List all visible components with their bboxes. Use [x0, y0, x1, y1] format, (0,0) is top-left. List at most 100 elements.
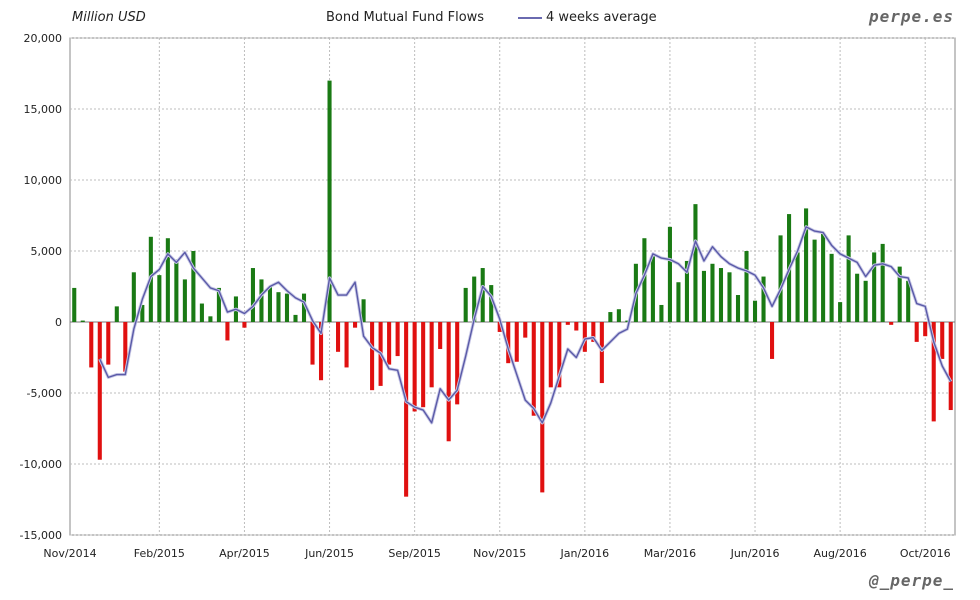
flow-bar — [301, 293, 307, 322]
flow-bar — [829, 253, 834, 322]
flow-bar — [574, 322, 579, 331]
flow-bar — [684, 260, 689, 322]
flow-bar — [795, 252, 800, 322]
flow-bar — [744, 251, 749, 322]
flow-bar — [523, 322, 528, 338]
x-tick-label: Sep/2015 — [388, 547, 440, 560]
flow-bar — [667, 226, 672, 322]
y-tick-label: -10,000 — [20, 458, 62, 471]
flow-bar — [940, 322, 945, 359]
flow-bar — [89, 322, 94, 368]
y-tick-label: 15,000 — [24, 103, 63, 116]
y-tick-label: 5,000 — [31, 245, 63, 258]
flow-bar — [608, 312, 613, 322]
x-tick-label: Jun/2015 — [304, 547, 354, 560]
flow-bar — [412, 322, 417, 412]
flow-bar — [250, 268, 255, 322]
flow-bar — [421, 322, 426, 408]
x-tick-label: Feb/2015 — [134, 547, 185, 560]
flow-bar — [174, 259, 179, 322]
flow-bar — [336, 322, 341, 352]
flow-bar — [727, 272, 732, 322]
flow-bar — [540, 322, 545, 493]
flow-bar — [140, 304, 145, 322]
flow-bar — [395, 322, 400, 357]
flow-bar — [310, 322, 315, 365]
flow-bar — [182, 279, 187, 322]
flow-bar — [931, 322, 936, 422]
flow-bar — [812, 239, 817, 322]
flow-bar — [548, 322, 553, 388]
flow-bar — [565, 322, 570, 325]
flow-bar — [438, 322, 443, 349]
x-tick-label: Oct/2016 — [900, 547, 951, 560]
flow-bar — [650, 255, 655, 322]
flow-bar — [557, 322, 562, 388]
chart-title: Bond Mutual Fund Flows — [326, 10, 485, 25]
flow-bar — [480, 268, 485, 322]
flow-bar — [225, 322, 230, 341]
x-tick-label: Mar/2016 — [644, 547, 696, 560]
flow-bar — [770, 322, 775, 359]
legend: 4 weeks average — [518, 10, 657, 25]
flow-bar — [906, 280, 911, 322]
flow-bar — [752, 300, 758, 322]
flow-bar — [778, 235, 783, 322]
flow-bar — [191, 251, 196, 322]
flow-bar — [455, 322, 460, 405]
flow-bar — [863, 280, 868, 322]
flow-bar — [821, 233, 826, 322]
flow-bar — [914, 322, 919, 342]
x-tick-label: Jan/2016 — [559, 547, 609, 560]
flow-bar — [353, 322, 358, 328]
flow-bar — [701, 270, 706, 322]
flow-bar — [659, 304, 664, 322]
flow-bar — [216, 287, 221, 322]
flow-bar — [804, 208, 809, 322]
x-tick-label: Apr/2015 — [219, 547, 270, 560]
flow-bar — [761, 276, 766, 322]
brand-watermark-bottom: @_perpe_ — [868, 571, 954, 590]
flow-bar — [446, 322, 451, 442]
flow-bar — [710, 263, 715, 322]
flow-bar — [591, 322, 596, 342]
y-tick-label: 10,000 — [24, 174, 63, 187]
flow-bar — [838, 302, 843, 322]
legend-label: 4 weeks average — [546, 10, 657, 25]
flow-bar — [948, 322, 953, 411]
flow-bar — [718, 268, 724, 322]
flow-bar — [472, 276, 477, 322]
y-tick-label: 20,000 — [24, 32, 63, 45]
flow-bar — [318, 322, 324, 381]
flow-bar — [106, 322, 111, 365]
flow-bar — [72, 287, 77, 322]
flow-bar — [531, 322, 536, 416]
flow-bar — [497, 322, 502, 332]
flow-bar — [404, 322, 409, 497]
flow-bar — [361, 299, 366, 322]
flow-bar — [735, 295, 741, 322]
y-tick-label: -5,000 — [27, 387, 62, 400]
flow-bar — [293, 314, 298, 322]
flow-bar — [344, 322, 349, 368]
flow-bar — [506, 322, 511, 364]
flow-bar — [123, 322, 128, 372]
flow-bar — [855, 273, 860, 322]
flow-bar — [327, 80, 332, 322]
x-tick-label: Nov/2015 — [473, 547, 526, 560]
flow-bar — [370, 322, 375, 391]
flow-bar — [463, 287, 468, 322]
flow-bar — [157, 275, 162, 322]
flow-bar — [80, 320, 85, 322]
flow-bar — [165, 238, 170, 322]
flow-bar — [429, 322, 434, 388]
plot-frame — [69, 37, 956, 536]
flow-bar — [489, 285, 494, 322]
flow-bar — [387, 322, 392, 365]
flow-bar — [131, 272, 136, 322]
flow-bar — [616, 309, 621, 322]
y-tick-label: 0 — [55, 316, 62, 329]
flow-bar — [625, 320, 630, 322]
flow-bar — [267, 286, 273, 322]
